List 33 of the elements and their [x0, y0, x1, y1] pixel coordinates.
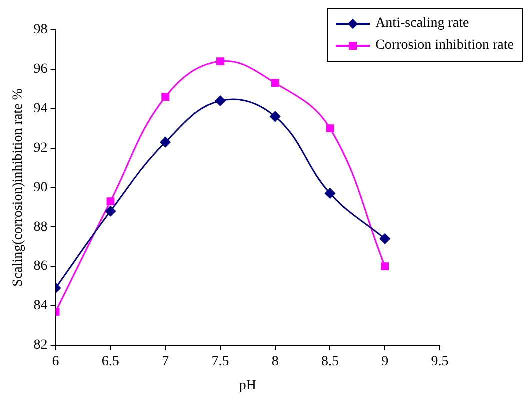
point: [381, 262, 390, 270]
x-tick-label: 7.5: [212, 354, 230, 370]
x-tick-label: 9.5: [431, 354, 449, 370]
point: [271, 79, 280, 88]
y-axis-title: Scaling(corrosion)inhibition rate %: [11, 88, 26, 287]
y-tick-label: 84: [34, 298, 48, 314]
x-tick-label: 6: [52, 354, 60, 370]
y-tick-label: 92: [34, 140, 48, 156]
point: [106, 198, 115, 206]
point: [162, 93, 170, 101]
y-tick-label: 86: [34, 259, 48, 274]
x-axis-title: pH: [239, 378, 256, 394]
y-tick-label: 90: [34, 180, 48, 196]
x-tick-label: 9: [382, 354, 389, 370]
x-tick-label: 8.5: [321, 354, 339, 370]
point: [215, 96, 226, 106]
y-tick-label: 98: [34, 22, 48, 38]
point: [160, 137, 171, 148]
y-tick-label: 88: [34, 220, 48, 235]
point: [380, 234, 390, 244]
legend-label: Corrosion inhibition rate: [376, 38, 514, 54]
point: [326, 124, 334, 132]
point: [105, 206, 116, 217]
x-tick-label: 6.5: [102, 354, 120, 370]
y-tick-label: 82: [34, 338, 48, 354]
x-tick-label: 7: [162, 354, 170, 370]
point: [270, 111, 281, 122]
y-tick-label: 94: [34, 102, 48, 117]
y-tick-label: 96: [34, 62, 48, 78]
x-tick-label: 8: [272, 354, 279, 370]
point: [324, 188, 336, 199]
legend-label: Anti-scaling rate: [376, 16, 470, 32]
point: [216, 58, 224, 66]
